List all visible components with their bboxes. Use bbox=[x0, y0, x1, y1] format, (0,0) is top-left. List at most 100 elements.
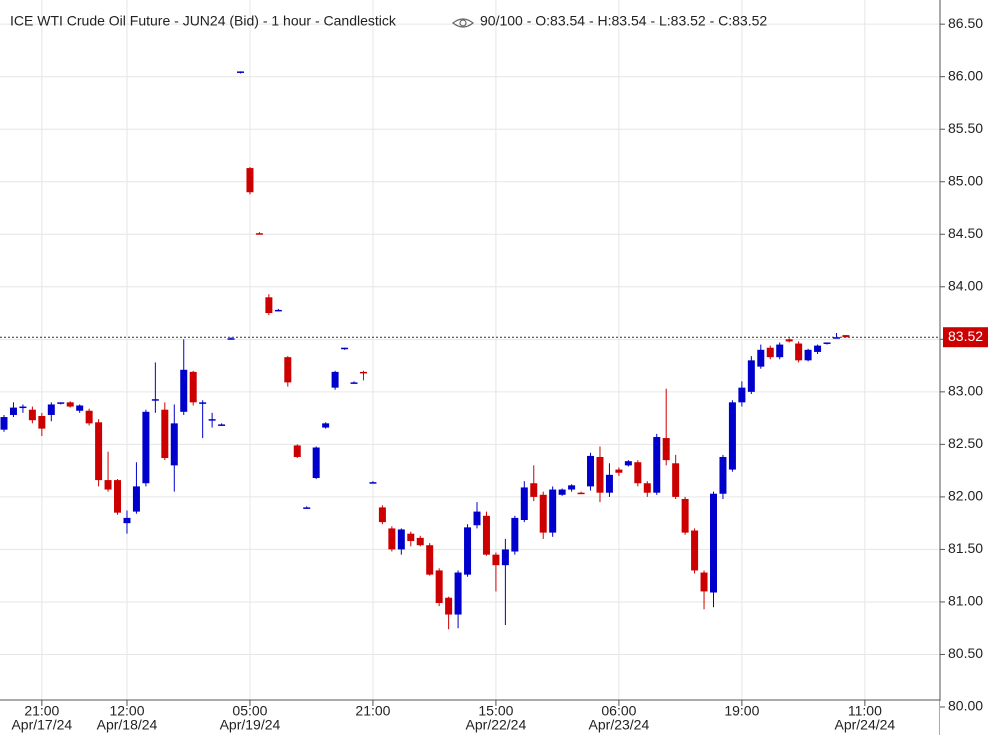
candle-body bbox=[681, 498, 689, 533]
candle-body bbox=[0, 417, 8, 430]
candle-body bbox=[643, 483, 651, 493]
candle-body bbox=[804, 349, 812, 361]
candle-body bbox=[284, 357, 292, 383]
candle-body bbox=[123, 517, 131, 524]
candle-body bbox=[728, 402, 736, 470]
chart-title: ICE WTI Crude Oil Future - JUN24 (Bid) -… bbox=[10, 13, 397, 29]
candle-body bbox=[189, 371, 197, 403]
y-tick-label: 82.00 bbox=[948, 488, 983, 504]
candle-body bbox=[180, 369, 188, 412]
candle-body bbox=[530, 483, 538, 497]
x-date-label: Apr/17/24 bbox=[11, 717, 72, 733]
candle-body bbox=[170, 423, 178, 466]
candle-body bbox=[95, 422, 103, 481]
x-tick-label: 21:00 bbox=[355, 703, 390, 719]
candle-body bbox=[738, 387, 746, 403]
candle-body bbox=[776, 344, 784, 358]
y-tick-label: 83.00 bbox=[948, 383, 983, 399]
candle-body bbox=[407, 533, 415, 542]
candle-body bbox=[445, 597, 453, 615]
x-date-label: Apr/18/24 bbox=[97, 717, 158, 733]
candle-body bbox=[757, 349, 765, 367]
candles bbox=[0, 71, 850, 630]
x-tick-label: 11:00 bbox=[848, 703, 882, 719]
candle-body bbox=[766, 347, 774, 358]
candle-body bbox=[369, 482, 377, 484]
x-date-label: Apr/24/24 bbox=[835, 717, 896, 733]
candle-body bbox=[227, 338, 235, 340]
candle-body bbox=[454, 572, 462, 615]
candle-body bbox=[501, 549, 509, 566]
candle-body bbox=[199, 402, 207, 404]
candle-body bbox=[397, 529, 405, 550]
candle-body bbox=[218, 424, 226, 426]
x-tick-label: 19:00 bbox=[724, 703, 759, 719]
candle-body bbox=[719, 456, 727, 494]
candle-body bbox=[785, 339, 793, 342]
candle-body bbox=[312, 447, 320, 478]
candle-body bbox=[539, 494, 547, 533]
candle-body bbox=[47, 404, 55, 415]
candle-body bbox=[426, 545, 434, 575]
y-tick-label: 81.00 bbox=[948, 593, 983, 609]
candle-body bbox=[662, 438, 670, 461]
candle-body bbox=[246, 168, 254, 193]
candle-body bbox=[435, 570, 443, 603]
candle-body bbox=[19, 406, 27, 409]
candle-body bbox=[274, 309, 282, 312]
corner bbox=[940, 701, 990, 735]
candle-body bbox=[615, 469, 623, 473]
candle-body bbox=[823, 342, 831, 344]
candle-body bbox=[85, 410, 93, 424]
candle-body bbox=[151, 399, 159, 401]
x-tick-label: 15:00 bbox=[478, 703, 513, 719]
candle-body bbox=[511, 517, 519, 552]
last-price-label: 83.52 bbox=[948, 328, 983, 344]
last-price-box bbox=[943, 327, 988, 348]
y-tick-label: 82.50 bbox=[948, 435, 983, 451]
candle-body bbox=[832, 337, 840, 339]
candle-body bbox=[66, 402, 74, 407]
candle-body bbox=[9, 407, 17, 415]
candle-body bbox=[322, 423, 330, 428]
candle-body bbox=[482, 515, 490, 555]
candle-body bbox=[416, 537, 424, 546]
x-date-label: Apr/22/24 bbox=[466, 717, 527, 733]
candle-body bbox=[38, 416, 46, 429]
x-date-label: Apr/19/24 bbox=[220, 717, 281, 733]
candle-body bbox=[161, 409, 169, 459]
candle-body bbox=[388, 528, 396, 550]
candle-body bbox=[549, 489, 557, 533]
y-tick-label: 80.50 bbox=[948, 645, 983, 661]
candle-body bbox=[653, 437, 661, 493]
candle-body bbox=[605, 474, 613, 493]
candle-body bbox=[303, 507, 311, 509]
y-tick-label: 85.00 bbox=[948, 172, 983, 188]
candle-body bbox=[520, 487, 528, 521]
candle-body bbox=[359, 371, 367, 374]
candle-body bbox=[596, 456, 604, 493]
candle-body bbox=[672, 463, 680, 497]
candle-body bbox=[255, 233, 263, 235]
candle-body bbox=[568, 485, 576, 490]
x-tick-label: 06:00 bbox=[601, 703, 636, 719]
candle-body bbox=[76, 405, 84, 411]
candle-body bbox=[28, 409, 36, 421]
y-tick-label: 84.00 bbox=[948, 277, 983, 293]
candle-body bbox=[378, 507, 386, 523]
candle-body bbox=[208, 419, 216, 421]
candle-body bbox=[331, 371, 339, 388]
candle-body bbox=[814, 345, 822, 352]
candle-body bbox=[473, 511, 481, 526]
y-tick-label: 85.50 bbox=[948, 120, 983, 136]
candle-body bbox=[350, 382, 358, 384]
candle-body bbox=[747, 360, 755, 392]
y-tick-label: 84.50 bbox=[948, 225, 983, 241]
x-tick-label: 12:00 bbox=[109, 703, 144, 719]
eye-icon bbox=[452, 18, 474, 28]
y-tick-label: 81.50 bbox=[948, 540, 983, 556]
y-tick-label: 80.00 bbox=[948, 698, 983, 714]
x-tick-label: 21:00 bbox=[24, 703, 59, 719]
candle-body bbox=[842, 335, 850, 338]
